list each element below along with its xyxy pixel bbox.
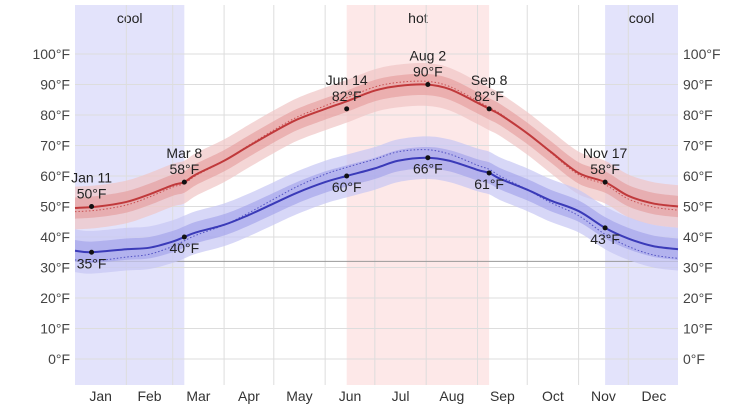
annotation-value: 50°F (77, 186, 107, 202)
month-label-may: May (286, 388, 312, 404)
annotation-value: 82°F (474, 88, 504, 104)
annotation-point (89, 204, 95, 209)
y-tick-label-right: 10°F (683, 321, 713, 337)
month-label-feb: Feb (137, 388, 161, 404)
month-label-jul: Jul (392, 388, 410, 404)
annotation-date: Aug 2 (410, 48, 447, 64)
annotation-value: 82°F (332, 88, 362, 104)
y-tick-label-left: 80°F (40, 107, 70, 123)
annotation-point (486, 106, 492, 112)
annotation-date: Sep 8 (471, 72, 508, 88)
season-label-0: cool (117, 10, 143, 26)
annotation-point (602, 179, 608, 185)
annotation-value: 58°F (590, 161, 620, 177)
month-label-apr: Apr (238, 388, 260, 404)
annotation-point (181, 234, 187, 240)
annotation-date: Jun 14 (326, 72, 368, 88)
y-tick-label-right: 90°F (683, 77, 713, 93)
annotation-value: 40°F (169, 240, 199, 256)
y-tick-label-left: 0°F (48, 351, 70, 367)
month-label-jun: Jun (339, 388, 362, 404)
y-tick-label-left: 30°F (40, 260, 70, 276)
season-label-2: cool (629, 10, 655, 26)
temperature-lines (74, 80, 679, 262)
annotation-point (425, 155, 431, 161)
y-tick-label-right: 40°F (683, 229, 713, 245)
y-tick-label-left: 60°F (40, 168, 70, 184)
month-label-jan: Jan (89, 388, 112, 404)
series-0-dotted-line (74, 80, 679, 213)
month-label-dec: Dec (642, 388, 667, 404)
annotation-point (602, 225, 608, 231)
annotation-date: Mar 8 (166, 145, 202, 161)
annotation-point (344, 173, 350, 179)
annotation-value: 35°F (77, 255, 107, 271)
annotation-point (425, 82, 431, 87)
annotation-point (89, 249, 95, 255)
annotation-date: Nov 17 (583, 145, 628, 161)
y-tick-label-right: 50°F (683, 199, 713, 215)
annotation-point (344, 106, 350, 112)
y-tick-label-left: 50°F (40, 199, 70, 215)
series-1-line (74, 156, 679, 254)
annotation-value: 61°F (474, 176, 504, 192)
month-label-mar: Mar (186, 388, 210, 404)
season-label-1: hot (408, 10, 428, 26)
annotation-value: 90°F (413, 64, 443, 80)
annotation-date: Jan 11 (71, 170, 112, 186)
y-tick-label-left: 70°F (40, 138, 70, 154)
month-label-oct: Oct (542, 388, 564, 404)
month-label-sep: Sep (490, 388, 515, 404)
month-label-nov: Nov (591, 388, 616, 404)
y-tick-label-left: 40°F (40, 229, 70, 245)
y-tick-label-right: 80°F (683, 107, 713, 123)
series-0-inner-band (75, 73, 678, 219)
annotation-point (181, 179, 187, 185)
annotation-value: 60°F (332, 179, 362, 195)
series-0-line (74, 83, 679, 210)
annotation-value: 66°F (413, 161, 443, 177)
y-tick-label-right: 70°F (683, 138, 713, 154)
series-1-outer-band (75, 136, 678, 274)
series-1-inner-band (75, 147, 678, 263)
annotation-point (486, 170, 492, 176)
axis-labels: Jan Feb Mar Apr May Jun Jul Aug Sep Oct Nov Dec 0°F 0… (32, 46, 720, 404)
y-tick-label-left: 20°F (40, 290, 70, 306)
y-tick-label-left: 10°F (40, 321, 70, 337)
y-tick-label-left: 100°F (32, 46, 70, 62)
temperature-bands (75, 63, 678, 274)
month-label-aug: Aug (439, 388, 464, 404)
y-tick-label-right: 0°F (683, 351, 705, 367)
y-tick-label-left: 90°F (40, 77, 70, 93)
y-tick-label-right: 20°F (683, 290, 713, 306)
annotation-value: 58°F (169, 161, 199, 177)
annotation-value: 43°F (590, 231, 620, 247)
y-tick-label-right: 60°F (683, 168, 713, 184)
y-tick-label-right: 100°F (683, 46, 721, 62)
y-tick-label-right: 30°F (683, 260, 713, 276)
